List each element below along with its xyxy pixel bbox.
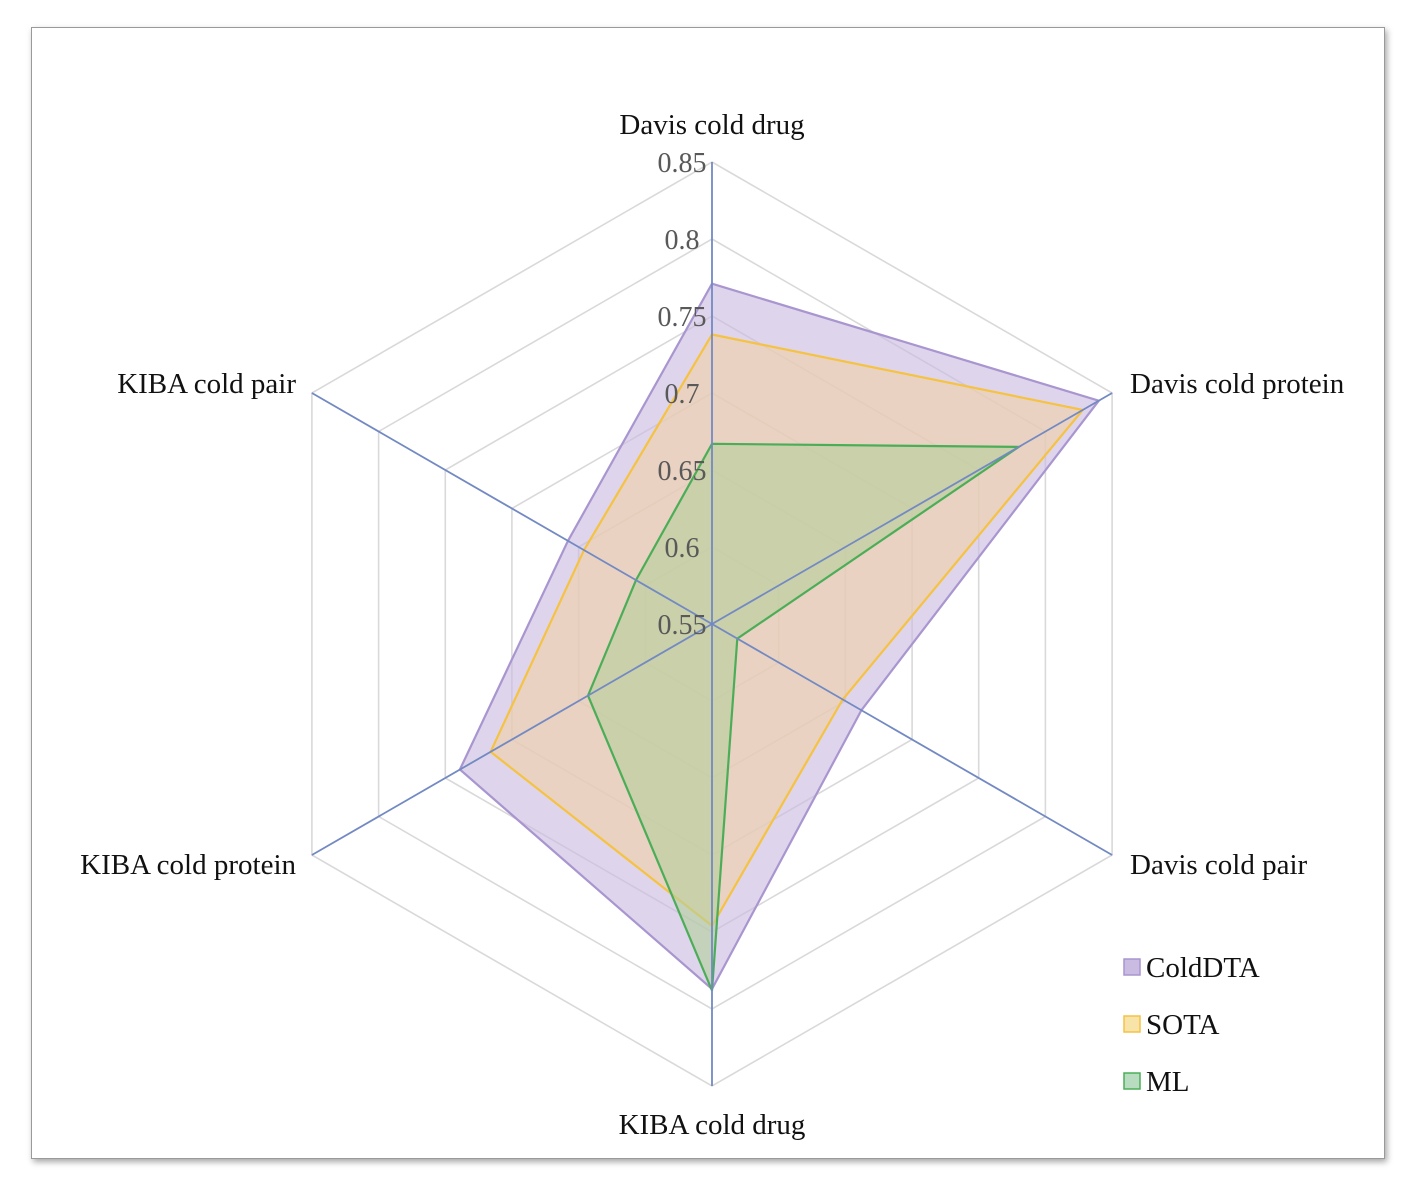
- axis-spoke-2: [711, 623, 1113, 856]
- legend-swatch-sota: [1123, 1015, 1141, 1033]
- axis-labels: Davis cold drug Davis cold protein Davis…: [80, 109, 1345, 1141]
- tick-label-0-7: 0.7: [665, 379, 700, 410]
- axis-spoke-1: [711, 392, 1113, 625]
- tick-label-0-85: 0.85: [658, 148, 707, 179]
- axis-spoke-4: [311, 623, 713, 856]
- legend-label-colddta: ColdDTA: [1146, 952, 1260, 984]
- axis-spokes: [311, 162, 1113, 1086]
- tick-label-0-75: 0.75: [658, 302, 707, 333]
- legend: ColdDTA SOTA ML: [1123, 952, 1260, 1098]
- series-layer: [458, 282, 1101, 991]
- axis-label-kiba-cold-drug: KIBA cold drug: [619, 1109, 806, 1141]
- tick-label-0-65: 0.65: [658, 456, 707, 487]
- axis-label-davis-cold-protein: Davis cold protein: [1130, 368, 1345, 400]
- legend-swatch-ml: [1123, 1072, 1141, 1090]
- axis-spoke-5: [311, 392, 713, 625]
- legend-swatch-colddta: [1123, 958, 1141, 976]
- axis-label-davis-cold-drug: Davis cold drug: [619, 109, 804, 141]
- tick-label-0-6: 0.6: [665, 533, 700, 564]
- axis-label-davis-cold-pair: Davis cold pair: [1130, 849, 1308, 881]
- legend-label-ml: ML: [1146, 1066, 1190, 1098]
- tick-label-0-8: 0.8: [665, 225, 700, 256]
- axis-label-kiba-cold-pair: KIBA cold pair: [117, 368, 296, 400]
- tick-label-0-55: 0.55: [658, 610, 707, 641]
- legend-label-sota: SOTA: [1146, 1009, 1219, 1041]
- tick-labels: 0.55 0.6 0.65 0.7 0.75 0.8 0.85: [658, 148, 707, 641]
- axis-label-kiba-cold-protein: KIBA cold protein: [80, 849, 296, 881]
